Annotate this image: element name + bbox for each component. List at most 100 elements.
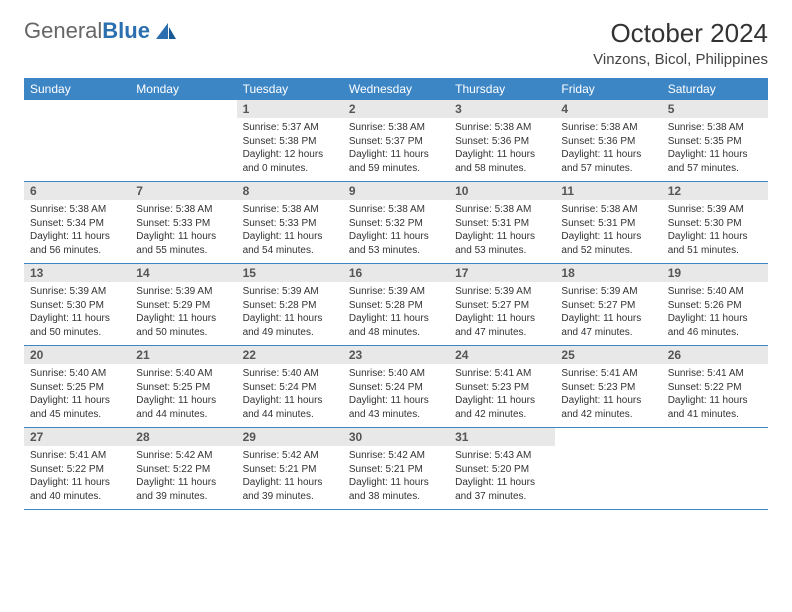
sunset-line: Sunset: 5:29 PM: [136, 299, 230, 313]
sunset-line: Sunset: 5:34 PM: [30, 217, 124, 231]
sunrise-line: Sunrise: 5:41 AM: [561, 367, 655, 381]
day-cell: 16Sunrise: 5:39 AMSunset: 5:28 PMDayligh…: [343, 264, 449, 346]
day-cell: 18Sunrise: 5:39 AMSunset: 5:27 PMDayligh…: [555, 264, 661, 346]
day-body: Sunrise: 5:39 AMSunset: 5:28 PMDaylight:…: [237, 282, 343, 345]
day-body: Sunrise: 5:41 AMSunset: 5:22 PMDaylight:…: [662, 364, 768, 427]
day-body: Sunrise: 5:41 AMSunset: 5:22 PMDaylight:…: [24, 446, 130, 509]
sunrise-line: Sunrise: 5:40 AM: [243, 367, 337, 381]
week-row: 27Sunrise: 5:41 AMSunset: 5:22 PMDayligh…: [24, 428, 768, 510]
sunrise-line: Sunrise: 5:37 AM: [243, 121, 337, 135]
sunrise-line: Sunrise: 5:39 AM: [136, 285, 230, 299]
sunrise-line: Sunrise: 5:39 AM: [30, 285, 124, 299]
day-cell: 19Sunrise: 5:40 AMSunset: 5:26 PMDayligh…: [662, 264, 768, 346]
day-body: Sunrise: 5:40 AMSunset: 5:24 PMDaylight:…: [343, 364, 449, 427]
sunset-line: Sunset: 5:28 PM: [349, 299, 443, 313]
day-cell: [130, 100, 236, 182]
day-cell: 25Sunrise: 5:41 AMSunset: 5:23 PMDayligh…: [555, 346, 661, 428]
day-header: Tuesday: [237, 78, 343, 100]
day-number: 8: [237, 182, 343, 200]
sunset-line: Sunset: 5:27 PM: [455, 299, 549, 313]
day-cell: 9Sunrise: 5:38 AMSunset: 5:32 PMDaylight…: [343, 182, 449, 264]
day-body: Sunrise: 5:42 AMSunset: 5:21 PMDaylight:…: [343, 446, 449, 509]
sunrise-line: Sunrise: 5:40 AM: [668, 285, 762, 299]
daylight-line: Daylight: 11 hours and 43 minutes.: [349, 394, 443, 421]
day-number: 15: [237, 264, 343, 282]
sunrise-line: Sunrise: 5:41 AM: [455, 367, 549, 381]
sunset-line: Sunset: 5:33 PM: [243, 217, 337, 231]
sunrise-line: Sunrise: 5:38 AM: [561, 121, 655, 135]
calendar-table: SundayMondayTuesdayWednesdayThursdayFrid…: [24, 78, 768, 510]
sunset-line: Sunset: 5:20 PM: [455, 463, 549, 477]
day-header: Wednesday: [343, 78, 449, 100]
day-body: Sunrise: 5:41 AMSunset: 5:23 PMDaylight:…: [449, 364, 555, 427]
day-number: 10: [449, 182, 555, 200]
day-body: Sunrise: 5:39 AMSunset: 5:30 PMDaylight:…: [662, 200, 768, 263]
sunset-line: Sunset: 5:26 PM: [668, 299, 762, 313]
day-body: Sunrise: 5:39 AMSunset: 5:27 PMDaylight:…: [555, 282, 661, 345]
daylight-line: Daylight: 11 hours and 55 minutes.: [136, 230, 230, 257]
sunrise-line: Sunrise: 5:38 AM: [349, 203, 443, 217]
sunset-line: Sunset: 5:22 PM: [668, 381, 762, 395]
daylight-line: Daylight: 11 hours and 53 minutes.: [455, 230, 549, 257]
week-row: 6Sunrise: 5:38 AMSunset: 5:34 PMDaylight…: [24, 182, 768, 264]
day-body: Sunrise: 5:40 AMSunset: 5:25 PMDaylight:…: [24, 364, 130, 427]
day-number: 19: [662, 264, 768, 282]
day-number: 29: [237, 428, 343, 446]
day-number: 22: [237, 346, 343, 364]
daylight-line: Daylight: 11 hours and 52 minutes.: [561, 230, 655, 257]
calendar-body: 1Sunrise: 5:37 AMSunset: 5:38 PMDaylight…: [24, 100, 768, 510]
day-cell: 12Sunrise: 5:39 AMSunset: 5:30 PMDayligh…: [662, 182, 768, 264]
sunrise-line: Sunrise: 5:38 AM: [136, 203, 230, 217]
daylight-line: Daylight: 11 hours and 48 minutes.: [349, 312, 443, 339]
day-header: Monday: [130, 78, 236, 100]
daylight-line: Daylight: 11 hours and 57 minutes.: [561, 148, 655, 175]
daylight-line: Daylight: 11 hours and 39 minutes.: [243, 476, 337, 503]
day-cell: 24Sunrise: 5:41 AMSunset: 5:23 PMDayligh…: [449, 346, 555, 428]
sunrise-line: Sunrise: 5:42 AM: [243, 449, 337, 463]
brand-part1: General: [24, 18, 102, 44]
day-cell: [662, 428, 768, 510]
day-number: 2: [343, 100, 449, 118]
day-cell: 10Sunrise: 5:38 AMSunset: 5:31 PMDayligh…: [449, 182, 555, 264]
sunset-line: Sunset: 5:28 PM: [243, 299, 337, 313]
day-body: Sunrise: 5:38 AMSunset: 5:33 PMDaylight:…: [130, 200, 236, 263]
day-body: Sunrise: 5:38 AMSunset: 5:35 PMDaylight:…: [662, 118, 768, 181]
sunset-line: Sunset: 5:22 PM: [30, 463, 124, 477]
day-cell: 28Sunrise: 5:42 AMSunset: 5:22 PMDayligh…: [130, 428, 236, 510]
sunrise-line: Sunrise: 5:40 AM: [136, 367, 230, 381]
sunrise-line: Sunrise: 5:41 AM: [668, 367, 762, 381]
sunrise-line: Sunrise: 5:38 AM: [243, 203, 337, 217]
sunset-line: Sunset: 5:32 PM: [349, 217, 443, 231]
day-cell: 3Sunrise: 5:38 AMSunset: 5:36 PMDaylight…: [449, 100, 555, 182]
sunrise-line: Sunrise: 5:39 AM: [668, 203, 762, 217]
sunset-line: Sunset: 5:23 PM: [561, 381, 655, 395]
day-body: Sunrise: 5:37 AMSunset: 5:38 PMDaylight:…: [237, 118, 343, 181]
day-body: Sunrise: 5:38 AMSunset: 5:33 PMDaylight:…: [237, 200, 343, 263]
brand-part2: Blue: [102, 18, 150, 44]
day-cell: [555, 428, 661, 510]
sunset-line: Sunset: 5:36 PM: [455, 135, 549, 149]
sunset-line: Sunset: 5:38 PM: [243, 135, 337, 149]
day-number: 27: [24, 428, 130, 446]
day-cell: 21Sunrise: 5:40 AMSunset: 5:25 PMDayligh…: [130, 346, 236, 428]
day-number: 3: [449, 100, 555, 118]
sunset-line: Sunset: 5:30 PM: [30, 299, 124, 313]
day-cell: 22Sunrise: 5:40 AMSunset: 5:24 PMDayligh…: [237, 346, 343, 428]
daylight-line: Daylight: 11 hours and 47 minutes.: [455, 312, 549, 339]
day-cell: 29Sunrise: 5:42 AMSunset: 5:21 PMDayligh…: [237, 428, 343, 510]
day-cell: 5Sunrise: 5:38 AMSunset: 5:35 PMDaylight…: [662, 100, 768, 182]
day-body: Sunrise: 5:40 AMSunset: 5:25 PMDaylight:…: [130, 364, 236, 427]
day-cell: 8Sunrise: 5:38 AMSunset: 5:33 PMDaylight…: [237, 182, 343, 264]
sunrise-line: Sunrise: 5:38 AM: [30, 203, 124, 217]
sunset-line: Sunset: 5:25 PM: [30, 381, 124, 395]
day-cell: 11Sunrise: 5:38 AMSunset: 5:31 PMDayligh…: [555, 182, 661, 264]
sunrise-line: Sunrise: 5:40 AM: [30, 367, 124, 381]
day-number: 18: [555, 264, 661, 282]
daylight-line: Daylight: 11 hours and 47 minutes.: [561, 312, 655, 339]
day-number: 20: [24, 346, 130, 364]
daylight-line: Daylight: 11 hours and 50 minutes.: [136, 312, 230, 339]
day-body: Sunrise: 5:38 AMSunset: 5:36 PMDaylight:…: [449, 118, 555, 181]
daylight-line: Daylight: 11 hours and 51 minutes.: [668, 230, 762, 257]
day-body: Sunrise: 5:41 AMSunset: 5:23 PMDaylight:…: [555, 364, 661, 427]
month-title: October 2024: [593, 18, 768, 49]
